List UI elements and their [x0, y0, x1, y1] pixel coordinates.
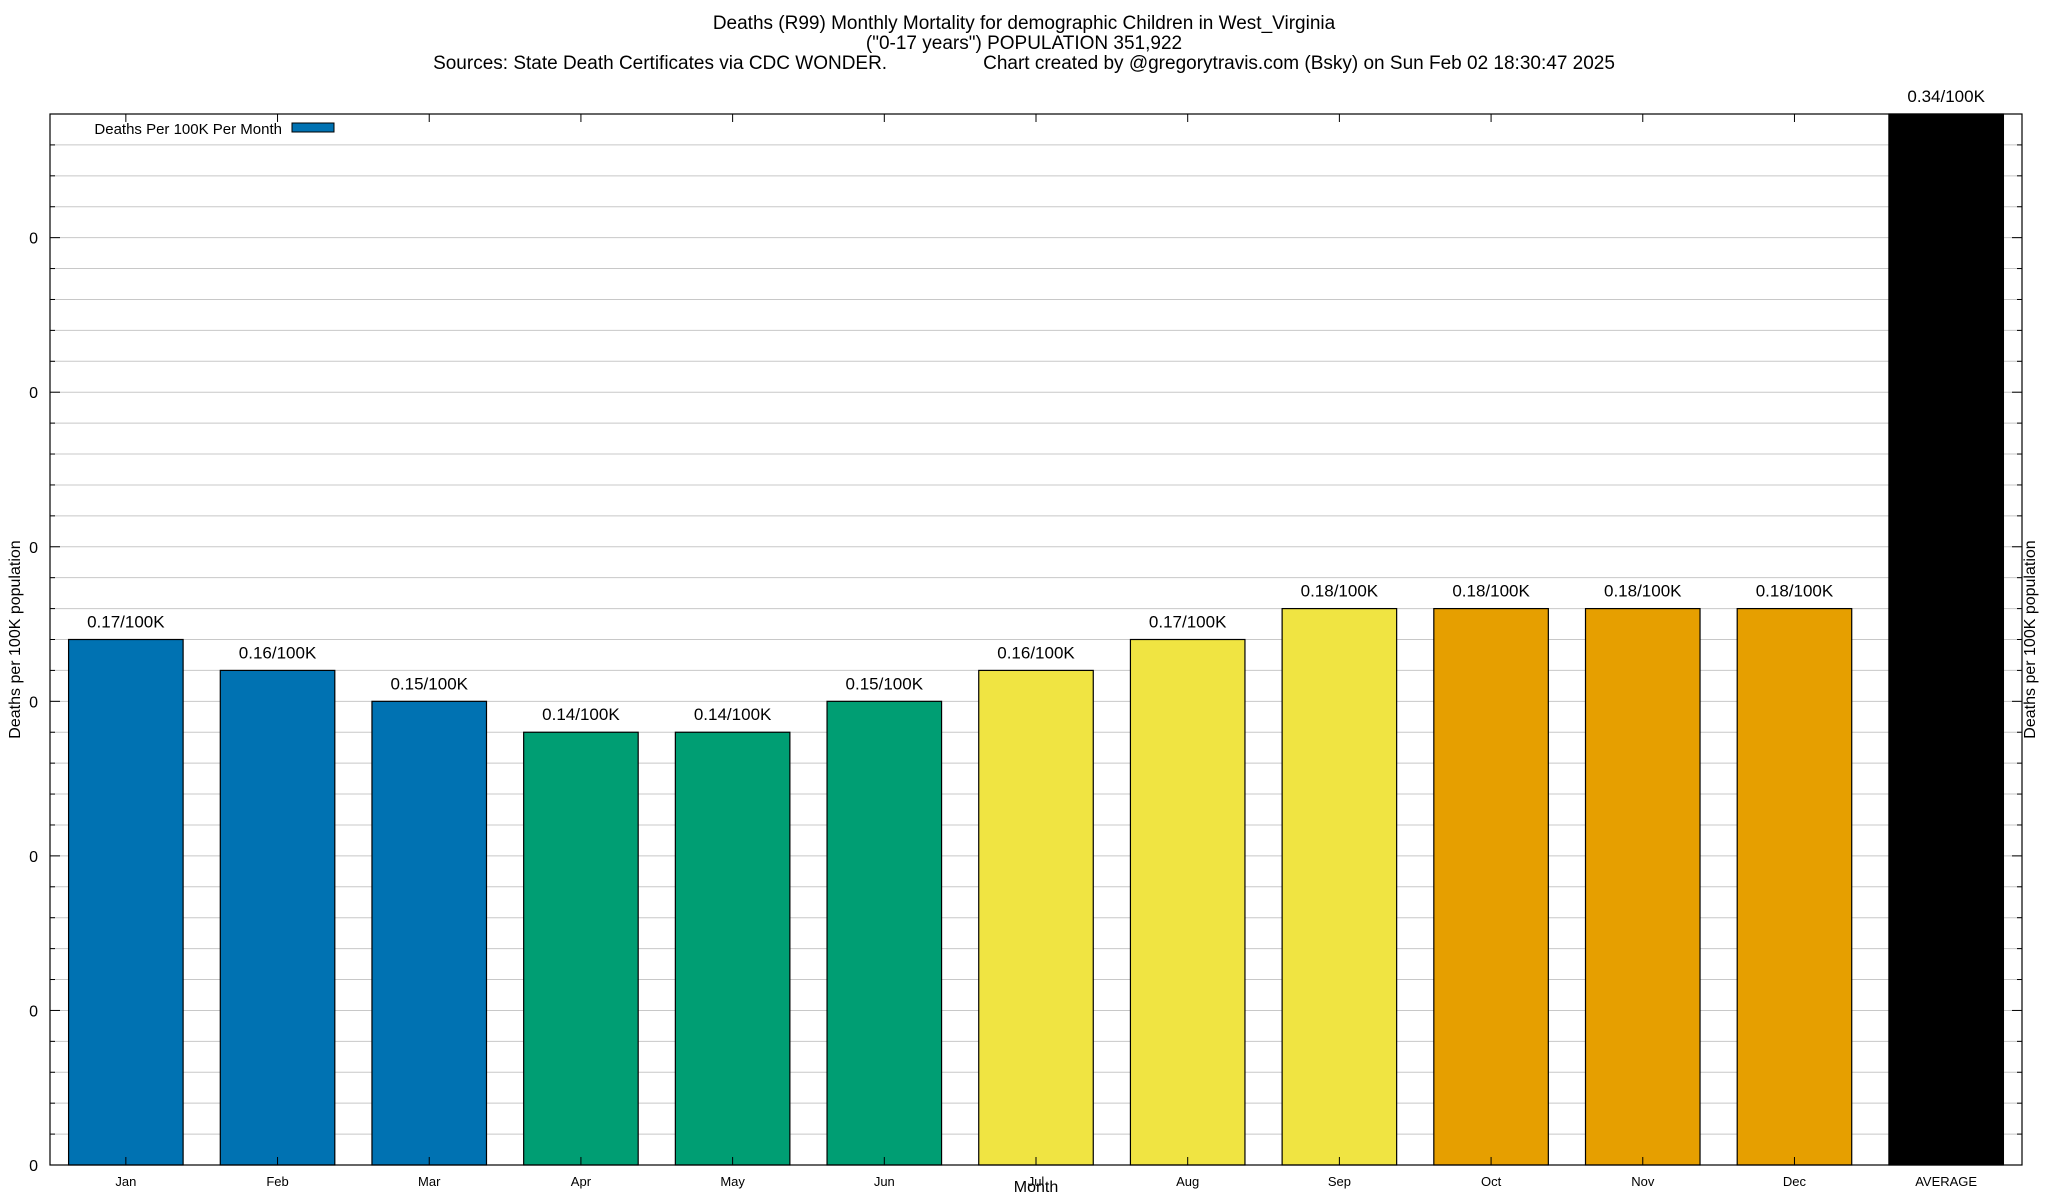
- y-tick-label: 0: [29, 231, 38, 248]
- data-label: 0.15/100K: [390, 674, 468, 693]
- y-tick-label: 0: [29, 694, 38, 711]
- y-tick-labels: 0 0 0 0 0 0 0: [29, 231, 38, 1175]
- data-labels: 0.17/100K 0.16/100K 0.15/100K 0.14/100K 0.14…: [87, 87, 1985, 724]
- plot-frame: [49, 113, 2023, 1166]
- data-label: 0.18/100K: [1756, 582, 1834, 601]
- y-tick-label: 0: [29, 1158, 38, 1175]
- bar-dec: [1736, 607, 1853, 1166]
- data-label: 0.15/100K: [846, 674, 924, 693]
- y-tick-label: 0: [29, 1003, 38, 1020]
- bar-jun: [826, 700, 943, 1166]
- y-tick-label: 0: [29, 849, 38, 866]
- bar-may: [674, 731, 791, 1166]
- x-tick-label: Mar: [418, 1174, 441, 1189]
- x-tick-label: Jul: [1028, 1174, 1045, 1189]
- bar-nov: [1584, 607, 1701, 1166]
- chart-sources-line: Sources: State Death Certificates via CD…: [0, 54, 2048, 74]
- x-tick-label: Oct: [1481, 1174, 1502, 1189]
- bar-oct: [1433, 607, 1549, 1166]
- data-label: 0.16/100K: [997, 643, 1075, 662]
- legend-label: Deaths Per 100K Per Month: [94, 121, 282, 138]
- chart-credit: Chart created by @gregorytravis.com (Bsk…: [983, 53, 1615, 74]
- x-tick-label: Sep: [1328, 1174, 1351, 1189]
- y-axis-label: Deaths per 100K population: [7, 540, 24, 738]
- y-tick-label: 0: [29, 540, 38, 557]
- data-label: 0.18/100K: [1452, 582, 1530, 601]
- x-tick-label: AVERAGE: [1915, 1174, 1977, 1189]
- x-tick-label: Aug: [1176, 1174, 1199, 1189]
- bar-aug: [1129, 638, 1246, 1166]
- y-tick-label: 0: [29, 385, 38, 402]
- bars: [67, 113, 2005, 1166]
- data-label: 0.14/100K: [542, 705, 620, 724]
- chart-title-block: Deaths (R99) Monthly Mortality for demog…: [0, 14, 2048, 74]
- x-tick-label: Jun: [874, 1174, 895, 1189]
- x-tick-labels: Jan Feb Mar Apr May Jun Jul Aug Sep Oct Nov Dec AVER…: [115, 114, 1977, 1189]
- data-label: 0.16/100K: [239, 643, 317, 662]
- chart-title: Deaths (R99) Monthly Mortality for demog…: [712, 13, 1336, 34]
- x-tick-label: Feb: [266, 1174, 288, 1189]
- legend: Deaths Per 100K Per Month: [94, 121, 335, 138]
- bar-feb: [219, 669, 336, 1166]
- x-tick-label: Nov: [1631, 1174, 1655, 1189]
- data-label: 0.34/100K: [1907, 87, 1985, 106]
- x-axis-label: Month: [1014, 1179, 1058, 1196]
- data-label: 0.18/100K: [1604, 582, 1682, 601]
- chart-subtitle: ("0-17 years") POPULATION 351,922: [865, 33, 1183, 54]
- bar-jul: [978, 669, 1094, 1166]
- data-label: 0.17/100K: [87, 613, 165, 632]
- legend-swatch: [291, 122, 335, 133]
- x-tick-label: May: [720, 1174, 745, 1189]
- chart-sources: Sources: State Death Certificates via CD…: [433, 53, 888, 74]
- data-label: 0.18/100K: [1301, 582, 1379, 601]
- bar-jan: [67, 638, 184, 1166]
- bar-apr: [523, 731, 639, 1166]
- data-label: 0.17/100K: [1149, 613, 1227, 632]
- x-tick-label: Apr: [571, 1174, 592, 1189]
- bar-mar: [371, 700, 488, 1166]
- x-tick-label: Jan: [115, 1174, 136, 1189]
- data-label: 0.14/100K: [694, 705, 772, 724]
- x-tick-label: Dec: [1783, 1174, 1807, 1189]
- y2-axis-label: Deaths per 100K population: [2022, 540, 2039, 738]
- bar-average: [1888, 113, 2005, 1166]
- bar-sep: [1281, 607, 1398, 1166]
